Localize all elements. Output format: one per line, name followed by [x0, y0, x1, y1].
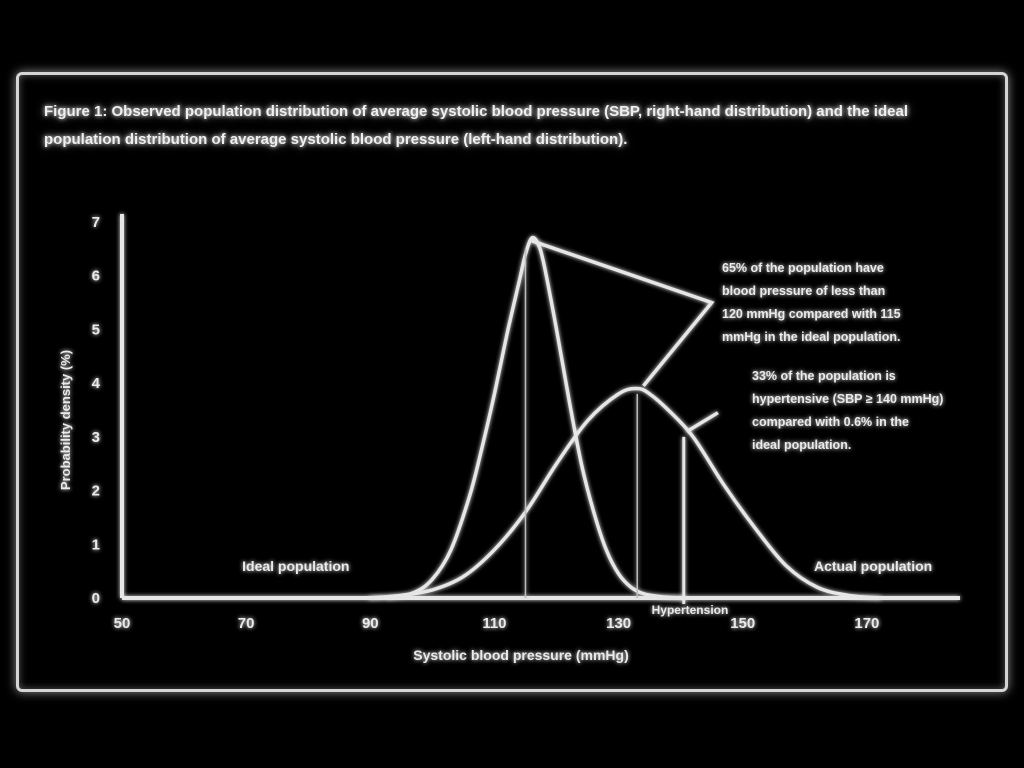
figure-frame: [16, 72, 1008, 692]
y-tick-label: 2: [92, 483, 100, 500]
x-tick-label: 170: [854, 615, 879, 632]
tick-labels: 50 70 90 110 130 150 170 0 1 2 3 4 5 6 7 Systolic blood…: [58, 214, 879, 663]
y-tick-label: 5: [92, 321, 100, 338]
y-tick-label: 4: [92, 375, 101, 392]
x-tick-label: 130: [606, 615, 631, 632]
hypertension-label: Hypertension: [652, 603, 729, 617]
y-tick-label: 3: [92, 429, 100, 446]
y-tick-label: 0: [92, 590, 100, 607]
annotation-2-text: 33% of the population is hypertensive (SB…: [752, 369, 943, 452]
x-axis-label: Systolic blood pressure (mmHg): [413, 647, 628, 663]
y-axis-label: Probability density (%): [58, 350, 73, 490]
x-tick-label: 150: [730, 615, 755, 632]
annotation-1-leader: [531, 239, 715, 387]
series-actual-line: [368, 386, 882, 600]
y-tick-label: 6: [92, 268, 100, 285]
x-tick-label: 50: [114, 615, 131, 632]
actual-population-label: Actual population: [814, 558, 932, 574]
x-tick-label: 90: [362, 615, 379, 632]
annotation-2-leader: [685, 411, 719, 433]
y-tick-label: 1: [92, 536, 100, 553]
x-tick-label: 110: [482, 615, 506, 632]
y-tick-label: 7: [92, 214, 100, 231]
figure-caption: Figure 1: Observed population distributi…: [44, 103, 908, 148]
ideal-population-label: Ideal population: [242, 558, 349, 574]
annotation-1-text: 65% of the population have blood pressure…: [722, 261, 901, 344]
annotation-layer: Ideal population Actual population Hyperte…: [242, 239, 943, 617]
chart-axes: [120, 214, 960, 600]
x-tick-label: 70: [238, 615, 255, 632]
